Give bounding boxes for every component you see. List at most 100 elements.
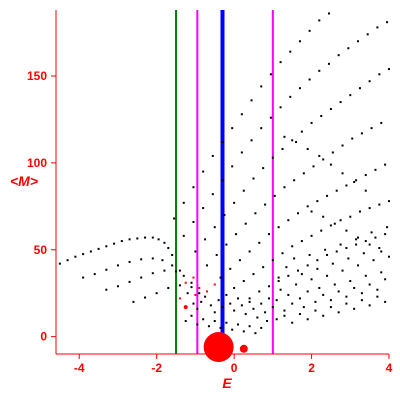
data-point	[221, 141, 224, 144]
data-point	[287, 219, 290, 222]
data-point	[240, 113, 243, 116]
axes	[55, 10, 389, 355]
data-point	[269, 73, 272, 76]
data-point	[163, 269, 166, 272]
data-point	[267, 297, 270, 300]
data-point	[120, 240, 123, 243]
data-point	[364, 174, 367, 177]
data-point	[345, 184, 348, 187]
data-point	[178, 269, 181, 272]
data-point	[192, 302, 195, 305]
data-point	[213, 311, 216, 314]
data-point	[190, 314, 193, 317]
data-point	[364, 274, 367, 277]
data-point	[358, 87, 361, 90]
data-point	[221, 179, 224, 182]
data-point	[360, 132, 363, 135]
data-point	[271, 259, 274, 262]
data-point	[275, 299, 278, 302]
data-point	[384, 163, 387, 166]
data-point	[182, 234, 185, 237]
data-point	[242, 330, 245, 333]
data-point	[97, 247, 100, 250]
data-point	[384, 300, 387, 303]
data-point	[204, 295, 207, 298]
data-point	[273, 194, 276, 197]
data-point	[298, 87, 301, 90]
data-point	[113, 242, 116, 245]
data-point	[329, 306, 332, 309]
data-point	[297, 212, 300, 215]
data-point	[337, 311, 340, 314]
data-point	[322, 314, 325, 317]
data-point	[341, 144, 344, 147]
data-point	[240, 151, 243, 154]
data-point	[229, 267, 232, 270]
data-point	[140, 258, 143, 261]
data-point	[213, 226, 216, 229]
data-point	[269, 116, 272, 119]
data-point	[318, 154, 321, 157]
data-point	[386, 226, 389, 229]
data-point	[300, 273, 303, 276]
data-point	[300, 130, 303, 133]
data-point	[335, 189, 338, 192]
data-point	[298, 313, 301, 316]
data-point	[161, 259, 164, 262]
data-point	[279, 106, 282, 109]
data-point	[250, 139, 253, 142]
data-point	[366, 33, 369, 36]
data-point	[310, 278, 313, 281]
data-point	[132, 300, 135, 303]
data-point	[306, 318, 309, 321]
data-point	[128, 238, 131, 241]
data-point	[211, 154, 214, 157]
data-point	[293, 257, 296, 260]
data-point	[329, 299, 332, 302]
x-tick-label: 0	[231, 361, 238, 375]
data-point	[380, 271, 383, 274]
data-point	[74, 255, 77, 258]
data-point	[302, 306, 305, 309]
y-tick-label: 100	[27, 156, 47, 170]
data-point	[368, 304, 371, 307]
data-point	[368, 283, 371, 286]
data-point	[144, 296, 147, 299]
data-point	[252, 273, 255, 276]
data-point	[339, 101, 342, 104]
data-point	[357, 236, 360, 239]
data-point	[376, 288, 379, 291]
data-point	[171, 253, 174, 256]
data-point	[388, 200, 390, 203]
data-point	[384, 278, 387, 281]
data-point	[233, 286, 236, 289]
data-point	[209, 304, 212, 307]
data-point	[320, 114, 323, 117]
data-point	[302, 172, 305, 175]
data-point	[271, 156, 274, 159]
data-point	[368, 80, 371, 83]
data-point	[207, 325, 210, 328]
data-point	[345, 247, 348, 250]
data-point	[235, 233, 238, 236]
data-point	[242, 189, 245, 192]
bubble	[239, 344, 248, 353]
data-point	[248, 300, 251, 303]
data-point	[349, 215, 352, 218]
data-point	[256, 316, 259, 319]
data-point	[264, 203, 267, 206]
data-point	[151, 257, 154, 260]
data-point	[364, 189, 367, 192]
data-point	[105, 268, 108, 271]
data-point	[341, 269, 344, 272]
data-point	[252, 177, 255, 180]
data-point	[213, 319, 216, 322]
data-point	[244, 313, 247, 316]
bubble	[183, 305, 188, 310]
data-point	[308, 78, 311, 81]
data-point	[258, 290, 261, 293]
data-point	[287, 274, 290, 277]
data-point	[329, 163, 332, 166]
data-point	[204, 238, 207, 241]
data-point	[116, 264, 119, 267]
